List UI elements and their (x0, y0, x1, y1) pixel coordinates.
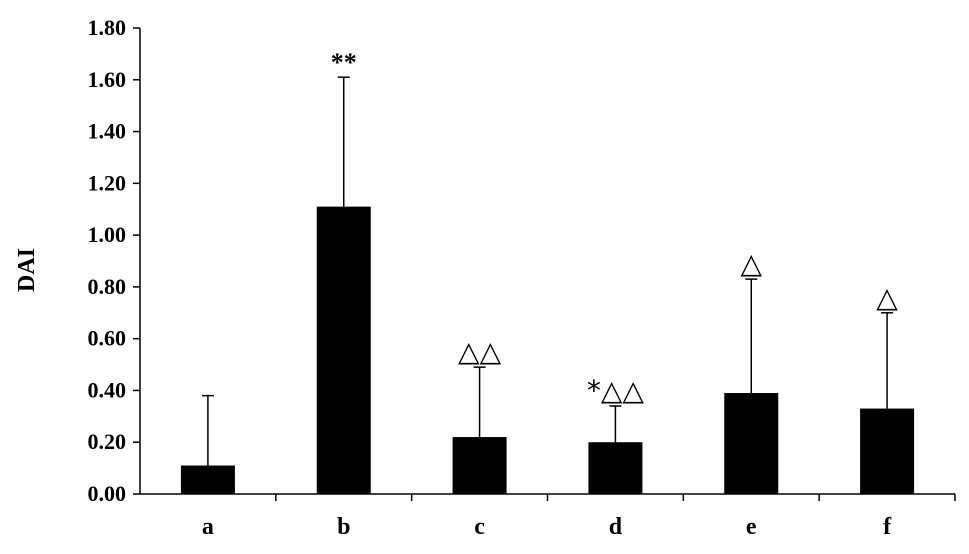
axes (139, 28, 955, 495)
significance-label-f: △ (876, 281, 898, 314)
bars (180, 206, 915, 494)
x-tick-label-a: a (202, 514, 214, 540)
y-tick-label: 1.80 (88, 15, 127, 40)
bar-e (724, 393, 779, 494)
significance-label-e: △ (740, 247, 762, 280)
y-axis-ticks: 0.00 0.20 0.40 0.60 0.80 1.00 1.20 1.40 1.60 1.80 (88, 15, 140, 506)
x-axis-labels: a b c d e f (202, 494, 956, 540)
error-bars (201, 76, 894, 466)
y-tick-label: 1.00 (88, 222, 127, 247)
significance-label-b: ** (331, 48, 357, 77)
significance-label-c: △△ (458, 335, 502, 368)
y-tick-label: 0.00 (88, 481, 127, 506)
y-tick-label: 1.40 (88, 119, 127, 144)
bar-a (180, 465, 235, 494)
significance-annotations: **△△*△△△△ (331, 48, 899, 407)
x-tick-label-b: b (337, 514, 350, 540)
bar-d (588, 442, 643, 494)
x-tick-label-f: f (883, 514, 892, 540)
y-tick-label: 1.20 (88, 170, 127, 195)
x-tick-label-d: d (609, 514, 623, 540)
bar-f (860, 408, 915, 494)
y-tick-label: 0.80 (88, 274, 127, 299)
significance-label-d: *△△ (587, 374, 645, 407)
y-tick-label: 0.60 (88, 326, 127, 351)
y-tick-label: 1.60 (88, 67, 127, 92)
y-axis-label: DAI (14, 248, 40, 292)
x-tick-label-c: c (474, 514, 485, 540)
x-tick-label-e: e (746, 514, 757, 540)
bar-b (316, 206, 371, 494)
y-tick-label: 0.40 (88, 377, 127, 402)
y-tick-label: 0.20 (88, 429, 127, 454)
bar-c (452, 437, 507, 494)
